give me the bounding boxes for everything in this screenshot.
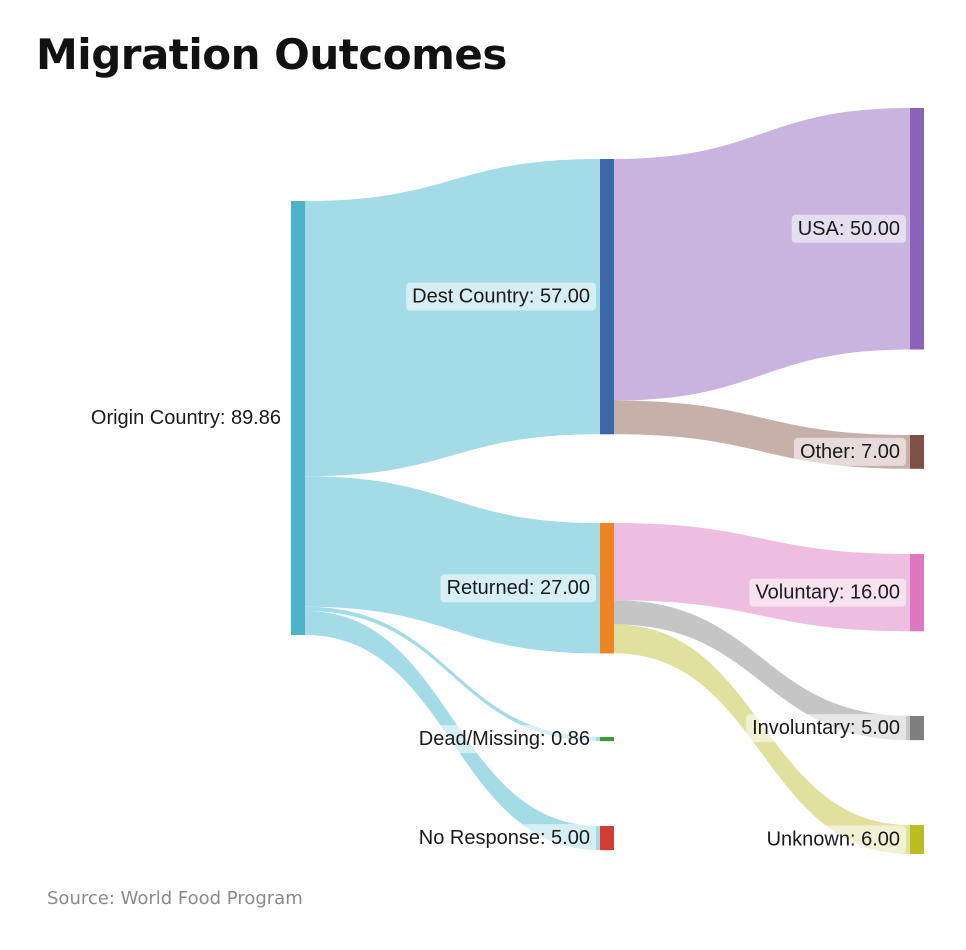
node-dest [600,159,614,435]
node-unknown [910,825,924,854]
node-label-text-other: Other: 7.00 [800,441,900,463]
node-label-text-unknown: Unknown: 6.00 [767,828,900,850]
node-label-bg-noresp [412,824,596,853]
node-label-text-origin: Origin Country: 89.86 [91,407,281,429]
node-label-bg-voluntary [749,578,906,607]
link-dest-usa [614,108,910,401]
node-other [910,435,924,469]
node-label-unknown: Unknown: 6.00 [760,825,906,854]
node-label-bg-involuntary [746,714,906,743]
node-label-bg-usa [791,214,906,243]
node-label-text-returned: Returned: 27.00 [447,577,590,599]
node-returned [600,523,614,654]
node-label-bg-unknown [760,825,906,854]
nodes-layer [291,108,924,854]
node-label-bg-returned [440,574,596,603]
node-label-usa: USA: 50.00 [791,214,906,243]
node-label-bg-dest [406,282,596,311]
node-label-origin: Origin Country: 89.86 [91,407,281,429]
node-label-text-dead: Dead/Missing: 0.86 [419,728,590,750]
link-origin-returned [305,476,600,654]
node-label-bg-dead [412,725,596,754]
node-label-returned: Returned: 27.00 [440,574,596,603]
node-label-bg-other [793,437,906,466]
node-usa [910,108,924,350]
links-layer [305,108,910,854]
labels-layer: Origin Country: 89.86 Dest Country: 57.00… [91,214,906,854]
node-involuntary [910,716,924,741]
node-label-text-usa: USA: 50.00 [798,218,900,240]
link-origin-dead [305,606,600,742]
node-voluntary [910,554,924,632]
node-label-dead: Dead/Missing: 0.86 [412,725,596,754]
node-origin [291,201,305,636]
node-noresp [600,826,614,851]
node-label-text-noresp: No Response: 5.00 [419,827,590,849]
node-label-text-dest: Dest Country: 57.00 [412,286,590,308]
node-dead [600,737,614,742]
node-label-text-voluntary: Voluntary: 16.00 [755,582,900,604]
link-returned-involuntary [614,600,910,741]
source-note: Source: World Food Program [47,888,303,909]
node-label-voluntary: Voluntary: 16.00 [749,578,906,607]
node-label-noresp: No Response: 5.00 [412,824,596,853]
chart-title: Migration Outcomes [36,30,507,79]
node-label-involuntary: Involuntary: 5.00 [746,714,906,743]
node-label-other: Other: 7.00 [793,437,906,466]
node-label-text-involuntary: Involuntary: 5.00 [752,717,900,739]
node-label-dest: Dest Country: 57.00 [406,282,596,311]
link-origin-dest [305,159,600,477]
